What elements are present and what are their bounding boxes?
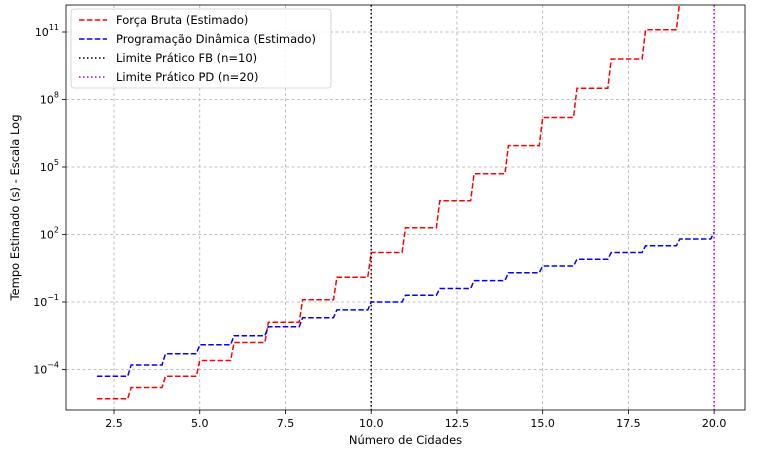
y-tick-label: 10−4: [33, 361, 59, 377]
plot-area: [96, 5, 715, 410]
x-tick-label: 10.0: [359, 417, 384, 430]
x-tick-label: 5.0: [191, 417, 209, 430]
legend: Força Bruta (Estimado) Programação Dinâmi…: [70, 8, 332, 89]
y-tick-label: 10−1: [33, 293, 59, 309]
x-tick-label: 7.5: [277, 417, 295, 430]
legend-label: Limite Prático PD (n=20): [116, 70, 258, 84]
x-tick-label: 20.0: [702, 417, 727, 430]
series-line-1: [96, 231, 715, 377]
y-tick-label: 1011: [35, 23, 59, 39]
legend-label: Limite Prático FB (n=10): [116, 51, 257, 65]
x-tick-label: 17.5: [616, 417, 641, 430]
x-tick-label: 15.0: [530, 417, 555, 430]
y-tick-label: 108: [40, 91, 59, 107]
y-axis-label: Tempo Estimado (s) - Escala Log: [8, 114, 22, 301]
y-tick-label: 105: [40, 158, 59, 174]
legend-label: Força Bruta (Estimado): [116, 13, 248, 27]
x-tick-label: 12.5: [445, 417, 470, 430]
legend-label: Programação Dinâmica (Estimado): [116, 32, 316, 46]
y-tick-label: 102: [40, 226, 59, 242]
legend-box: [70, 8, 332, 89]
x-axis-label: Número de Cidades: [349, 433, 462, 447]
axes: 2.5 5.0 7.5 10.0 12.5 15.0 17.5 20.0 10−4 10−1 102…: [33, 4, 746, 430]
axes-frame: [65, 4, 746, 411]
x-tick-label: 2.5: [105, 417, 123, 430]
